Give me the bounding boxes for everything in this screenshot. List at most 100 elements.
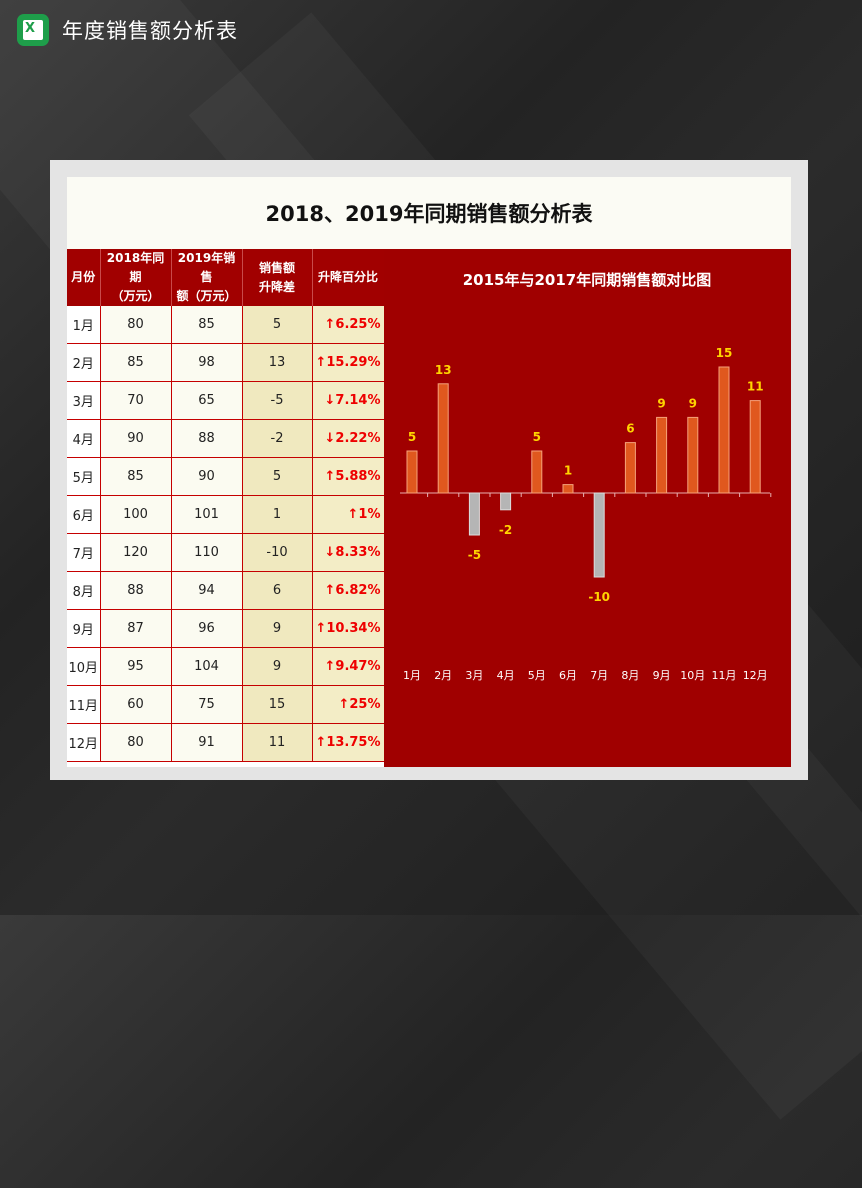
cell-2018: 80 [100,723,172,762]
cell-month: 11月 [67,685,101,724]
cell-month: 10月 [67,647,101,686]
cell-2018: 120 [100,533,172,572]
data-label: -10 [588,590,610,604]
data-label: 5 [533,430,541,444]
data-label: 1 [564,464,572,478]
table-row: 11月 60 75 15 ↑25% [67,685,385,724]
cell-month: 4月 [67,419,101,458]
table-row: 9月 87 96 9 ↑10.34% [67,609,385,648]
table-row: 12月 80 91 11 ↑13.75% [67,723,385,762]
cell-2019: 91 [171,723,243,762]
app-title: 年度销售额分析表 [62,19,238,43]
table-row: 7月 120 110 -10 ↓8.33% [67,533,385,572]
table-row: 10月 95 104 9 ↑9.47% [67,647,385,686]
header-2019: 2019年销售 额（万元） [171,249,243,306]
cell-2019: 98 [171,343,243,382]
cell-2018: 60 [100,685,172,724]
cell-month: 9月 [67,609,101,648]
data-label: -5 [468,548,481,562]
cell-month: 7月 [67,533,101,572]
data-label: 6 [626,422,634,436]
bar-4月 [500,492,512,511]
chart-title: 2015年与2017年同期销售额对比图 [463,271,712,289]
cell-2018: 95 [100,647,172,686]
table-row: 2月 85 98 13 ↑15.29% [67,343,385,382]
cell-diff: 9 [242,609,313,648]
bar-2月 [437,383,449,494]
cell-month: 6月 [67,495,101,534]
cell-pct: ↑1% [312,495,385,534]
bar-chart: 2015年与2017年同期销售额对比图 5 1月 13 2月 -5 3月 -2 4月 5 5月 1 6… [400,271,772,682]
bar-12月 [749,400,761,494]
cell-month: 8月 [67,571,101,610]
bar-7月 [593,492,605,578]
x-tick-label: 8月 [621,669,639,682]
x-tick-label: 4月 [497,669,515,682]
x-tick-label: 12月 [743,669,768,682]
cell-2019: 101 [171,495,243,534]
cell-diff: -10 [242,533,313,572]
cell-2019: 110 [171,533,243,572]
cell-pct: ↓2.22% [312,419,385,458]
bar-11月 [718,366,730,494]
chart-area: 2015年与2017年同期销售额对比图 5 1月 13 2月 -5 3月 -2 4月 5 5月 1 6… [384,249,791,767]
cell-month: 3月 [67,381,101,420]
cell-pct: ↑6.82% [312,571,385,610]
cell-month: 12月 [67,723,101,762]
cell-diff: 9 [242,647,313,686]
bar-3月 [468,492,480,536]
cell-diff: 1 [242,495,313,534]
table-row: 3月 70 65 -5 ↓7.14% [67,381,385,420]
x-tick-label: 3月 [465,669,483,682]
cell-2018: 87 [100,609,172,648]
bar-9月 [656,416,668,494]
cell-pct: ↑9.47% [312,647,385,686]
cell-2018: 100 [100,495,172,534]
header-diff: 销售额 升降差 [242,249,313,306]
data-label: -2 [499,523,512,537]
bar-6月 [562,484,574,494]
cell-2018: 90 [100,419,172,458]
x-tick-label: 11月 [712,669,737,682]
excel-icon: X [17,14,49,46]
cell-2018: 85 [100,343,172,382]
sales-table: 月份 2018年同期 （万元） 2019年销售 额（万元） 销售额 升降差 升降百分比… [67,249,385,762]
cell-diff: -5 [242,381,313,420]
table-row: 4月 90 88 -2 ↓2.22% [67,419,385,458]
x-tick-label: 2月 [434,669,452,682]
cell-month: 5月 [67,457,101,496]
cell-pct: ↑10.34% [312,609,385,648]
table-row: 5月 85 90 5 ↑5.88% [67,457,385,496]
cell-2019: 90 [171,457,243,496]
data-label: 9 [689,396,697,410]
cell-diff: 5 [242,306,313,344]
cell-pct: ↓7.14% [312,381,385,420]
cell-pct: ↑25% [312,685,385,724]
table-row: 1月 80 85 5 ↑6.25% [67,306,385,344]
cell-diff: 6 [242,571,313,610]
cell-2019: 96 [171,609,243,648]
cell-2018: 88 [100,571,172,610]
cell-diff: 13 [242,343,313,382]
cell-2019: 75 [171,685,243,724]
cell-diff: 11 [242,723,313,762]
cell-2019: 85 [171,306,243,344]
x-tick-label: 6月 [559,669,577,682]
table-row: 6月 100 101 1 ↑1% [67,495,385,534]
data-label: 5 [408,430,416,444]
bar-1月 [406,450,418,494]
x-tick-label: 5月 [528,669,546,682]
data-label: 11 [747,380,764,394]
cell-pct: ↑13.75% [312,723,385,762]
data-label: 9 [657,396,665,410]
header-pct: 升降百分比 [312,249,385,306]
bar-8月 [624,442,636,494]
cell-pct: ↑6.25% [312,306,385,344]
cell-2018: 85 [100,457,172,496]
top-bar: X 年度销售额分析表 [0,0,862,60]
x-tick-label: 9月 [653,669,671,682]
cell-month: 2月 [67,343,101,382]
cell-month: 1月 [67,306,101,344]
cell-diff: 5 [242,457,313,496]
cell-2019: 88 [171,419,243,458]
